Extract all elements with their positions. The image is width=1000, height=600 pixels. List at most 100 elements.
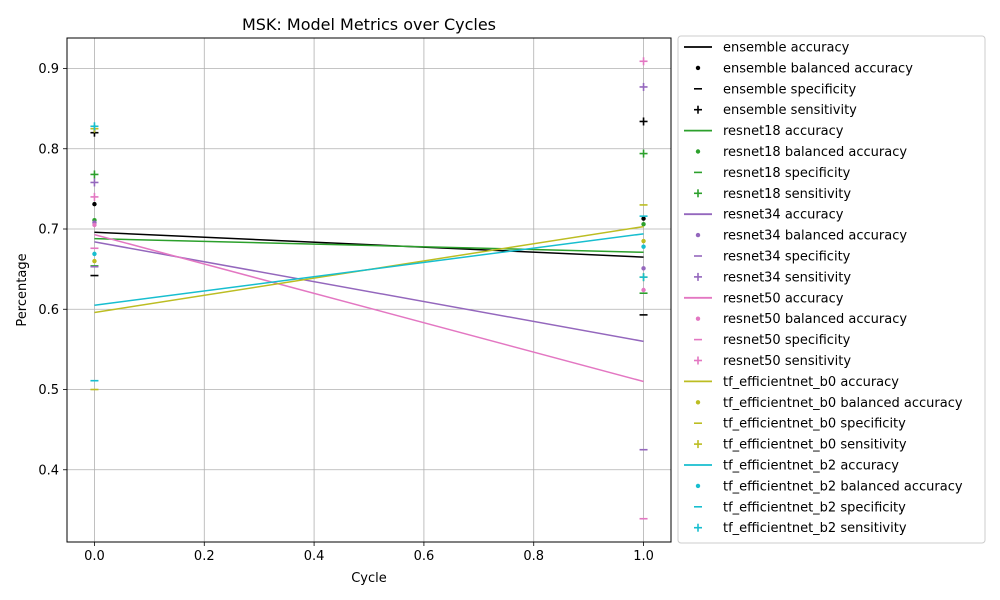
legend-item: resnet18 accuracy <box>684 124 844 139</box>
legend-item: resnet34 sensitivity <box>694 270 851 285</box>
legend-item: resnet50 sensitivity <box>694 354 851 369</box>
legend-item: ensemble accuracy <box>684 41 850 56</box>
legend-label: resnet18 accuracy <box>723 124 844 139</box>
point-tf_efficientnet_b2-balanced-accuracy <box>641 244 646 249</box>
legend-item: resnet50 accuracy <box>684 291 844 306</box>
legend-item: tf_efficientnet_b2 balanced accuracy <box>695 479 963 494</box>
legend-label: resnet50 balanced accuracy <box>723 312 907 327</box>
point-tf_efficientnet_b2-sensitivity <box>639 273 648 282</box>
line-resnet18-accuracy <box>94 237 644 254</box>
point-tf_efficientnet_b0-balanced-accuracy <box>92 258 97 264</box>
series-layer <box>90 57 648 520</box>
legend-item: resnet18 sensitivity <box>694 187 851 202</box>
legend-label: resnet50 sensitivity <box>723 354 851 369</box>
x-tick-label: 0.0 <box>84 549 105 564</box>
legend-item: tf_efficientnet_b2 accuracy <box>684 459 899 474</box>
legend-swatch <box>695 232 701 238</box>
legend-label: ensemble accuracy <box>723 41 850 56</box>
legend-label: tf_efficientnet_b2 accuracy <box>723 459 899 474</box>
x-axis: 0.0 0.2 0.4 0.6 0.8 1.0 <box>84 542 654 564</box>
legend-frame <box>677 35 986 544</box>
legend-swatch <box>695 149 701 154</box>
line-ensemble-accuracy <box>94 231 644 258</box>
y-tick-label: 0.6 <box>38 303 59 318</box>
y-tick-label: 0.7 <box>38 223 59 238</box>
legend-item: ensemble specificity <box>694 82 856 97</box>
x-tick-label: 1.0 <box>633 549 654 564</box>
series-resnet50 <box>90 57 648 520</box>
legend-swatch <box>694 356 702 365</box>
point-resnet50-balanced-accuracy <box>92 222 97 228</box>
legend-swatch <box>694 440 702 449</box>
point-resnet50-sensitivity <box>639 57 648 66</box>
legend-label: resnet18 specificity <box>723 166 851 181</box>
legend-item: tf_efficientnet_b0 balanced accuracy <box>695 396 963 411</box>
plot-frame <box>66 37 672 543</box>
legend-item: tf_efficientnet_b0 specificity <box>694 417 906 432</box>
y-axis: 0.4 0.5 0.6 0.7 0.8 0.9 <box>38 62 67 478</box>
point-resnet18-balanced-accuracy <box>641 221 646 227</box>
legend-item: resnet34 balanced accuracy <box>695 229 907 244</box>
point-tf_efficientnet_b0-balanced-accuracy <box>641 238 646 244</box>
y-axis-label: Percentage <box>15 253 30 326</box>
legend-label: resnet18 balanced accuracy <box>723 145 907 160</box>
point-resnet34-sensitivity <box>90 178 99 187</box>
x-tick-label: 0.4 <box>304 549 325 564</box>
point-resnet34-sensitivity <box>639 82 648 91</box>
legend-swatch <box>695 65 701 71</box>
line-resnet50-accuracy <box>94 233 644 383</box>
legend-label: tf_efficientnet_b0 accuracy <box>723 375 899 390</box>
legend-item: resnet34 accuracy <box>684 208 844 223</box>
point-tf_efficientnet_b2-balanced-accuracy <box>92 251 97 257</box>
y-tick-label: 0.4 <box>38 463 59 478</box>
point-resnet34-balanced-accuracy <box>641 266 646 271</box>
legend-item: tf_efficientnet_b2 sensitivity <box>694 521 907 536</box>
legend: ensemble accuracy ensemble balanced accur… <box>677 35 986 544</box>
legend-label: resnet18 sensitivity <box>723 187 851 202</box>
x-axis-label: Cycle <box>351 571 387 586</box>
legend-label: resnet34 accuracy <box>723 208 844 223</box>
point-ensemble-balanced-accuracy <box>92 201 97 207</box>
point-ensemble-sensitivity <box>639 117 648 126</box>
legend-label: tf_efficientnet_b2 balanced accuracy <box>723 479 963 494</box>
point-resnet18-sensitivity <box>90 170 99 179</box>
legend-item: tf_efficientnet_b0 accuracy <box>684 375 899 390</box>
x-tick-label: 0.8 <box>523 549 544 564</box>
legend-label: tf_efficientnet_b0 balanced accuracy <box>723 396 963 411</box>
legend-label: ensemble sensitivity <box>723 103 857 118</box>
legend-item: tf_efficientnet_b2 specificity <box>694 500 906 515</box>
legend-label: resnet50 accuracy <box>723 291 844 306</box>
legend-item: resnet18 balanced accuracy <box>695 145 907 160</box>
legend-label: tf_efficientnet_b2 specificity <box>723 500 906 515</box>
y-tick-label: 0.5 <box>38 383 59 398</box>
legend-label: tf_efficientnet_b2 sensitivity <box>723 521 907 536</box>
legend-label: tf_efficientnet_b0 sensitivity <box>723 438 907 453</box>
legend-label: ensemble balanced accuracy <box>723 61 913 76</box>
legend-label: ensemble specificity <box>723 82 856 97</box>
legend-swatch <box>695 483 701 489</box>
point-resnet18-sensitivity <box>639 149 648 158</box>
legend-item: resnet34 specificity <box>694 250 851 265</box>
legend-swatch <box>695 400 701 405</box>
y-tick-label: 0.8 <box>38 142 59 157</box>
legend-label: tf_efficientnet_b0 specificity <box>723 417 906 432</box>
legend-swatch <box>694 272 702 281</box>
legend-label: resnet50 specificity <box>723 333 851 348</box>
x-tick-label: 0.2 <box>194 549 215 564</box>
legend-item: resnet50 balanced accuracy <box>695 312 907 327</box>
grid <box>67 38 671 542</box>
point-resnet50-sensitivity <box>90 192 99 201</box>
line-tf_efficientnet_b2-accuracy <box>94 233 644 306</box>
legend-swatch <box>694 105 702 114</box>
legend-item: ensemble balanced accuracy <box>695 61 913 76</box>
legend-label: resnet34 specificity <box>723 250 851 265</box>
legend-swatch <box>694 523 702 532</box>
legend-item: resnet18 specificity <box>694 166 851 181</box>
point-resnet50-balanced-accuracy <box>641 287 646 293</box>
legend-item: ensemble sensitivity <box>694 103 857 118</box>
legend-swatch <box>695 316 701 321</box>
series-resnet18 <box>90 149 648 295</box>
y-tick-label: 0.9 <box>38 62 59 77</box>
point-ensemble-balanced-accuracy <box>641 216 646 221</box>
